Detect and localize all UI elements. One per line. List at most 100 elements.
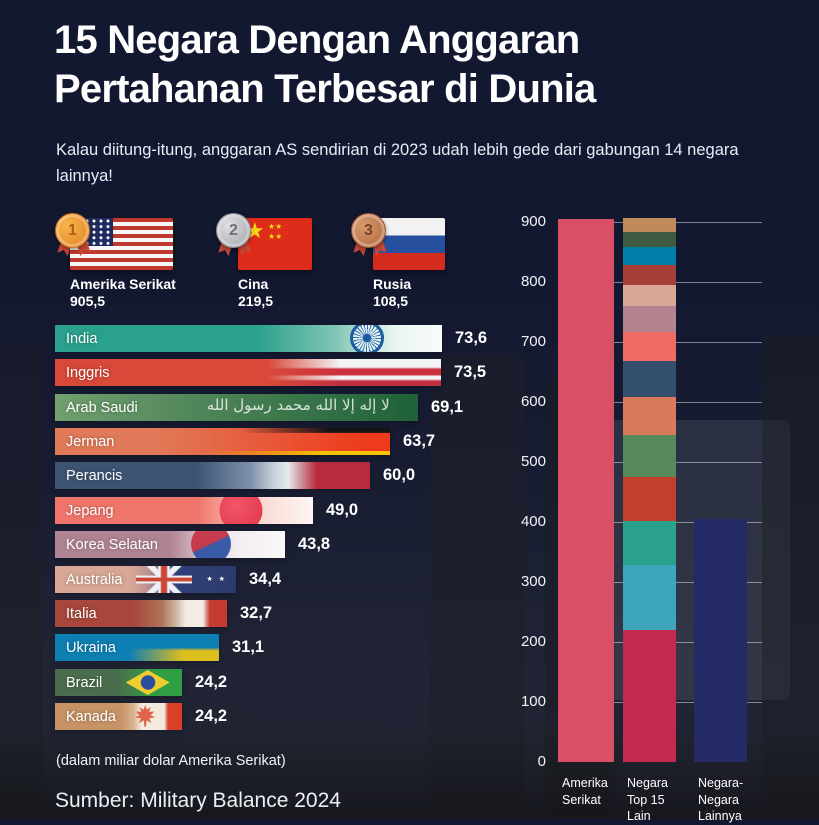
bar-value: 60,0 — [383, 466, 416, 484]
country-label: Kanada — [66, 708, 116, 725]
country-label: Ukraina — [66, 639, 116, 656]
flag-bar-jerman: Jerman — [55, 428, 390, 455]
stacked-segment-top15-cina — [623, 630, 676, 762]
country-label: India — [66, 330, 98, 347]
y-axis-tick-500: 500 — [520, 453, 546, 470]
top3-country-name: Rusia — [373, 276, 412, 292]
defense-budget-row-jerman: Jerman 63,7 — [55, 428, 525, 455]
bar-value: 24,2 — [195, 707, 228, 725]
bar-value: 63,7 — [403, 432, 436, 450]
stacked-segment-top15-australia — [623, 284, 676, 306]
silver-medal-icon: 2 — [216, 213, 254, 263]
stacked-segment-top15-inggris — [623, 476, 676, 522]
southern-cross-stars-icon — [206, 568, 227, 593]
y-axis-tick-700: 700 — [520, 333, 546, 350]
y-axis-tick-300: 300 — [520, 573, 546, 590]
stacked-segment-top15-jepang — [623, 331, 676, 362]
bar-value: 49,0 — [326, 501, 359, 519]
defense-budget-row-kanada: Kanada 24,2 — [55, 703, 525, 730]
defense-budget-row-inggris: Inggris 73,5 — [55, 359, 525, 386]
defense-budget-row-brazil: Brazil 24,2 — [55, 669, 525, 696]
defense-budget-row-saudi: Arab Saudi لا إله إلا الله محمد رسول الله… — [55, 394, 525, 421]
defense-budget-row-india: India 73,6 — [55, 325, 525, 352]
flag-bar-korea: Korea Selatan — [55, 531, 285, 558]
top3-country-name: Cina — [238, 276, 269, 292]
top3-country-value: 108,5 — [373, 293, 409, 309]
defense-budget-row-jepang: Jepang 49,0 — [55, 497, 525, 524]
stacked-segment-us-amerika-serikat — [558, 218, 614, 762]
bar-value: 69,1 — [431, 398, 464, 416]
stacked-segment-top15-ukraina — [623, 246, 676, 266]
flag-bar-australia: Australia — [55, 566, 236, 593]
y-axis-tick-0: 0 — [537, 753, 546, 770]
stacked-segment-top15-jerman — [623, 397, 676, 436]
x-axis-label-us: Amerika Serikat — [562, 776, 608, 807]
medal-rank: 2 — [216, 213, 251, 248]
country-label: Inggris — [66, 364, 110, 381]
country-label: Arab Saudi — [66, 399, 138, 416]
bar-value: 43,8 — [298, 535, 331, 553]
y-axis-tick-800: 800 — [520, 273, 546, 290]
defense-budget-row-australia: Australia 34,4 — [55, 566, 525, 593]
x-axis-label-top15: Negara Top 15 Lain — [627, 776, 668, 823]
top3-country-name: Amerika Serikat — [70, 276, 176, 292]
stacked-segment-top15-india — [623, 521, 676, 566]
unit-footnote: (dalam miliar dolar Amerika Serikat) — [56, 753, 286, 769]
taegeuk-icon — [191, 531, 232, 558]
stacked-segment-lainnya-negara-negara-lainnya — [694, 519, 747, 762]
flag-bar-inggris: Inggris — [55, 359, 441, 386]
x-axis-label-lainnya: Negara- Negara Lainnya — [698, 776, 744, 823]
page-subtitle: Kalau diitung-itung, anggaran AS sendiri… — [56, 141, 739, 185]
bar-value: 73,6 — [455, 329, 488, 347]
country-label: Jerman — [66, 433, 115, 450]
y-axis-tick-200: 200 — [520, 633, 546, 650]
stacked-segment-top15-italia — [623, 265, 676, 285]
y-axis-tick-900: 900 — [520, 213, 546, 230]
top3-country-value: 219,5 — [238, 293, 274, 309]
country-label: Korea Selatan — [66, 536, 158, 553]
stacked-segment-top15-korea-selatan — [623, 305, 676, 332]
bar-value: 32,7 — [240, 604, 273, 622]
bar-value: 34,4 — [249, 570, 282, 588]
flag-bar-ukraina: Ukraina — [55, 634, 219, 661]
stacked-segment-top15-kanada — [623, 217, 676, 233]
country-label: Perancis — [66, 467, 123, 484]
gold-medal-icon: 1 — [55, 213, 93, 263]
defense-budget-row-ukraina: Ukraina 31,1 — [55, 634, 525, 661]
bar-value: 24,2 — [195, 673, 228, 691]
defense-budget-row-italia: Italia 32,7 — [55, 600, 525, 627]
flag-bar-italia: Italia — [55, 600, 227, 627]
flag-bar-perancis: Perancis — [55, 462, 370, 489]
country-label: Australia — [66, 571, 123, 588]
stacked-segment-top15-rusia — [623, 565, 676, 631]
country-label: Italia — [66, 605, 97, 622]
medal-rank: 3 — [351, 213, 386, 248]
flag-bar-india: India — [55, 325, 442, 352]
maple-leaf-icon — [135, 705, 156, 727]
stacked-segment-top15-perancis — [623, 361, 676, 398]
bar-value: 73,5 — [454, 363, 487, 381]
brazil-flag-diamond-icon — [125, 670, 170, 695]
bar-value: 31,1 — [232, 638, 265, 656]
flag-bar-saudi: Arab Saudi لا إله إلا الله محمد رسول الله — [55, 394, 418, 421]
bronze-medal-icon: 3 — [351, 213, 389, 263]
shahada-script: لا إله إلا الله محمد رسول الله — [206, 396, 390, 414]
background-floor-shadow — [0, 736, 819, 819]
stacked-segment-top15-arab-saudi — [623, 435, 676, 477]
country-label: Brazil — [66, 674, 103, 691]
medal-rank: 1 — [55, 213, 90, 248]
defense-budget-row-korea: Korea Selatan 43,8 — [55, 531, 525, 558]
stacked-segment-top15-brazil — [623, 232, 676, 247]
flag-bar-jepang: Jepang — [55, 497, 313, 524]
flag-bar-kanada: Kanada — [55, 703, 182, 730]
y-axis-tick-400: 400 — [520, 513, 546, 530]
hinomaru-circle-icon — [219, 497, 263, 524]
defense-budget-bar-chart: India 73,6 Inggris 73,5 Arab Saudi لا إله إلا… — [55, 325, 525, 737]
stacked-comparison-chart: 0 100 200 300 400 500 600 700 800 900 Amerika Seri… — [500, 205, 819, 823]
defense-budget-row-perancis: Perancis 60,0 — [55, 462, 525, 489]
y-axis-tick-100: 100 — [520, 693, 546, 710]
flag-bar-brazil: Brazil — [55, 669, 182, 696]
country-label: Jepang — [66, 502, 114, 519]
top3-country-value: 905,5 — [70, 293, 106, 309]
y-axis-tick-600: 600 — [520, 393, 546, 410]
